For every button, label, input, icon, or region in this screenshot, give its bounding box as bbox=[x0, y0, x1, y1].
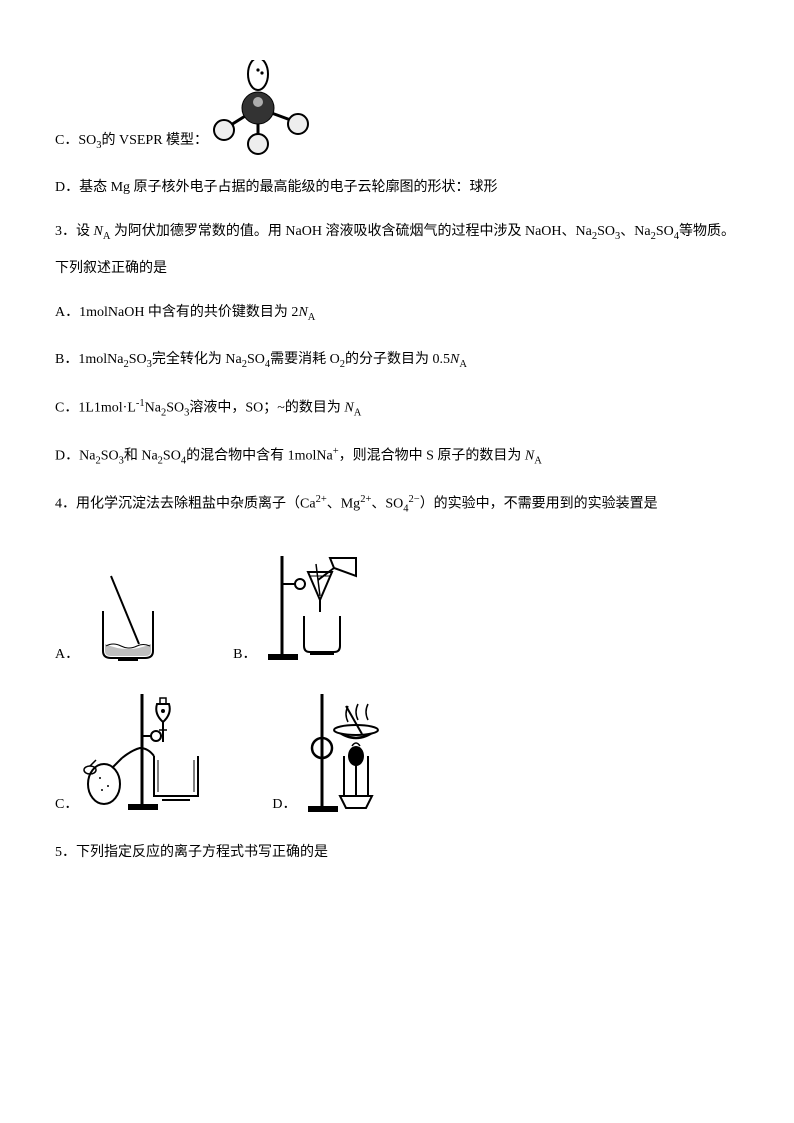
label: D． bbox=[272, 794, 296, 816]
q4-intro: 4．用化学沉淀法去除粗盐中杂质离子（Ca2+、Mg2+、SO42−）的实验中，不… bbox=[55, 492, 739, 518]
text: 需要消耗 O bbox=[270, 352, 340, 367]
sub: A bbox=[354, 407, 362, 418]
text: 为阿伏加德罗常数的值。用 NaOH 溶液吸收含硫烟气的过程中涉及 NaOH、Na bbox=[114, 224, 592, 239]
text: 的混合物中含有 1molNa bbox=[186, 448, 333, 463]
sup: 2− bbox=[409, 494, 420, 505]
option-q3c: C．1L1mol·L-1Na2SO3溶液中，SO；~的数目为 NA bbox=[55, 396, 739, 422]
option-q3b: B．1molNa2SO3完全转化为 Na2SO4需要消耗 O2的分子数目为 0.… bbox=[55, 349, 739, 374]
text: 、 bbox=[371, 497, 385, 512]
text: 3．设 bbox=[55, 224, 90, 239]
evaporating-dish-image bbox=[300, 686, 410, 816]
beaker-stir-image bbox=[83, 566, 173, 666]
text: ）的实验中，不需要用到的实验装置是 bbox=[420, 497, 658, 512]
text: SO bbox=[656, 224, 674, 239]
sub: A bbox=[308, 312, 316, 323]
q4-option-c: C． bbox=[55, 686, 212, 816]
sym-n: N bbox=[94, 224, 103, 239]
option-q3a: A．1molNaOH 中含有的共价键数目为 2NA bbox=[55, 302, 739, 327]
sup: 2+ bbox=[316, 494, 327, 505]
text: A．1molNaOH 中含有的共价键数目为 2 bbox=[55, 305, 298, 320]
text: D．Na bbox=[55, 448, 95, 463]
text: SO bbox=[166, 400, 184, 415]
text: 和 Na bbox=[124, 448, 158, 463]
text: 的 VSEPR 模型： bbox=[101, 133, 208, 148]
label: B． bbox=[233, 644, 256, 666]
text: SO bbox=[163, 448, 181, 463]
vsepr-model-image bbox=[208, 60, 318, 155]
text: 的分子数目为 0.5 bbox=[345, 352, 450, 367]
filtration-image bbox=[260, 546, 370, 666]
q3-intro-line2: 下列叙述正确的是 bbox=[55, 258, 739, 280]
text: 下列叙述正确的是 bbox=[55, 261, 167, 276]
sym-n: N bbox=[344, 400, 353, 415]
sym-n: N bbox=[525, 448, 534, 463]
sub: A bbox=[459, 359, 467, 370]
label: C． bbox=[55, 794, 78, 816]
text: SO bbox=[129, 352, 147, 367]
option-c-row: C．SO3的 VSEPR 模型： bbox=[55, 60, 739, 155]
text: C．SO bbox=[55, 133, 96, 148]
q3-intro-line1: 3．设 NA 为阿伏加德罗常数的值。用 NaOH 溶液吸收含硫烟气的过程中涉及 … bbox=[55, 221, 739, 246]
sub: 4 bbox=[403, 504, 408, 515]
text: SO bbox=[101, 448, 119, 463]
text: SO bbox=[247, 352, 265, 367]
text: 、Na bbox=[620, 224, 650, 239]
q4-row-ab: A． B． bbox=[55, 546, 739, 666]
text: SO bbox=[385, 497, 403, 512]
text: C．1L1mol·L bbox=[55, 400, 136, 415]
q4-option-d: D． bbox=[272, 686, 410, 816]
sub: A bbox=[103, 231, 111, 242]
option-q3d: D．Na2SO3和 Na2SO4的混合物中含有 1molNa+，则混合物中 S … bbox=[55, 444, 739, 470]
label: A． bbox=[55, 644, 79, 666]
text: 、Mg bbox=[327, 497, 360, 512]
text: D．基态 Mg 原子核外电子占据的最高能级的电子云轮廓图的形状：球形 bbox=[55, 180, 498, 195]
text: 等物质。 bbox=[679, 224, 735, 239]
text: ，则混合物中 S 原子的数目为 bbox=[339, 448, 522, 463]
option-d: D．基态 Mg 原子核外电子占据的最高能级的电子云轮廓图的形状：球形 bbox=[55, 177, 739, 199]
q5-intro: 5．下列指定反应的离子方程式书写正确的是 bbox=[55, 842, 739, 864]
q4-option-a: A． bbox=[55, 546, 173, 666]
option-c-label: C．SO3的 VSEPR 模型： bbox=[55, 130, 208, 155]
text: SO bbox=[597, 224, 615, 239]
text: 4．用化学沉淀法去除粗盐中杂质离子（Ca bbox=[55, 497, 316, 512]
text: 溶液中，SO；~的数目为 bbox=[189, 400, 340, 415]
sym-n: N bbox=[298, 305, 307, 320]
text: B．1molNa bbox=[55, 352, 123, 367]
text: Na bbox=[145, 400, 161, 415]
sym-n: N bbox=[450, 352, 459, 367]
sub: A bbox=[534, 455, 542, 466]
q4-row-cd: C． bbox=[55, 686, 739, 816]
sup: -1 bbox=[136, 398, 145, 409]
separation-funnel-image bbox=[82, 686, 212, 816]
text: 完全转化为 Na bbox=[152, 352, 242, 367]
text: 5．下列指定反应的离子方程式书写正确的是 bbox=[55, 845, 328, 860]
q4-option-b: B． bbox=[233, 546, 370, 666]
sup: 2+ bbox=[360, 494, 371, 505]
